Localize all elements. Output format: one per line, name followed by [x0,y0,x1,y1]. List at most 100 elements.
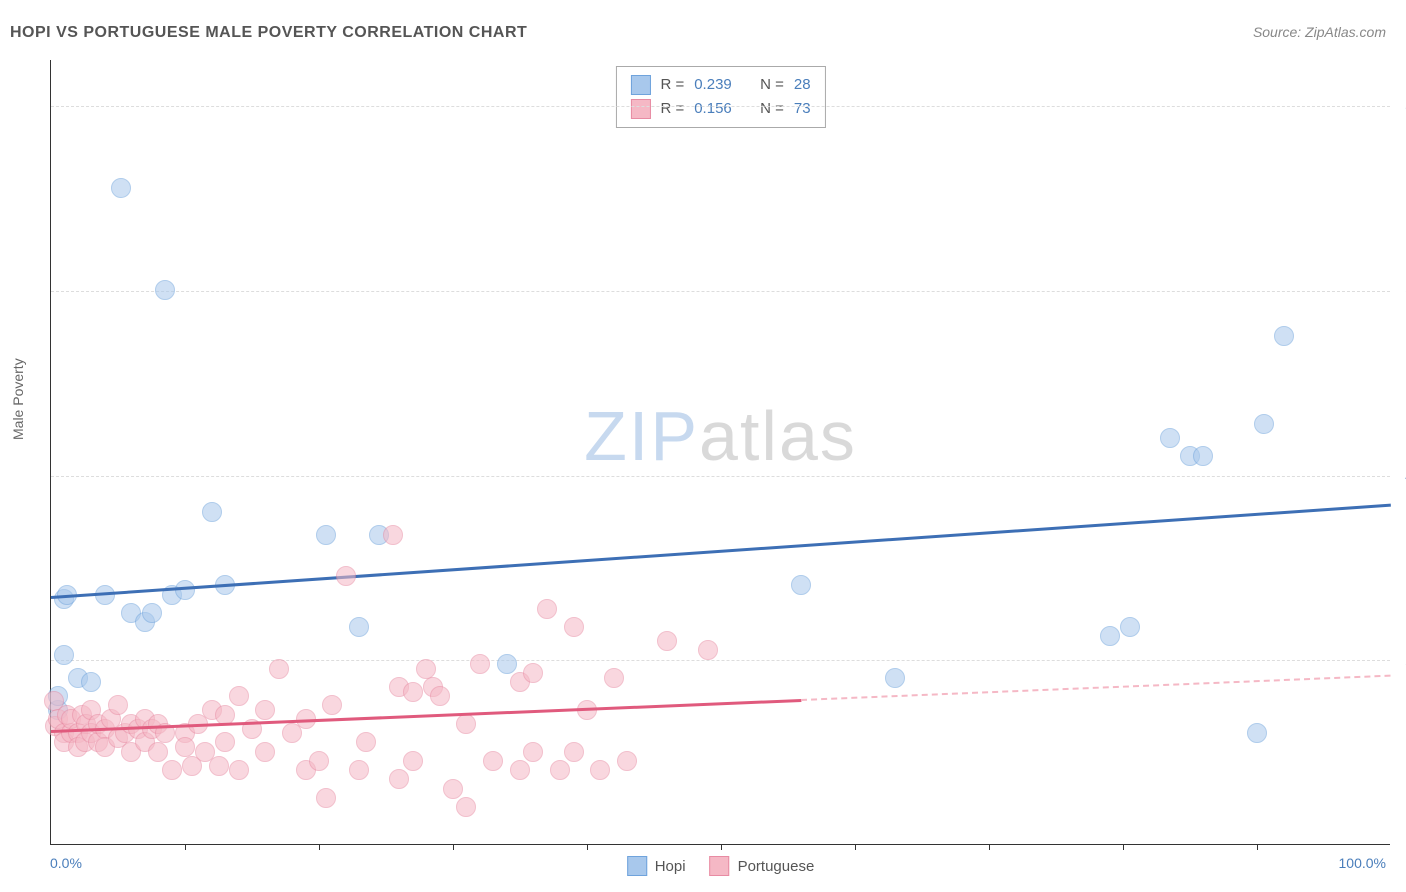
watermark-atlas: atlas [699,397,857,475]
x-tick [319,844,320,850]
x-tick [587,844,588,850]
scatter-point [1120,617,1140,637]
x-axis-max-label: 100.0% [1339,855,1386,871]
scatter-point [791,575,811,595]
y-tick-label: 20.0% [1395,652,1406,668]
r-value: 0.239 [694,73,732,97]
gridline [51,476,1390,477]
scatter-point [604,668,624,688]
scatter-point [255,700,275,720]
watermark-zip: ZIP [584,397,699,475]
scatter-point [497,654,517,674]
legend-swatch [627,856,647,876]
legend-swatch [630,99,650,119]
scatter-point [550,760,570,780]
scatter-point [209,756,229,776]
gridline [51,660,1390,661]
n-label: N = [760,97,784,121]
y-tick-label: 40.0% [1395,468,1406,484]
scatter-point [322,695,342,715]
legend-item: Portuguese [710,856,815,876]
scatter-point [456,797,476,817]
scatter-point [430,686,450,706]
x-axis-min-label: 0.0% [50,855,82,871]
scatter-point [111,178,131,198]
stats-row: R = 0.156 N = 73 [630,97,810,121]
chart-container: HOPI VS PORTUGUESE MALE POVERTY CORRELAT… [0,0,1406,892]
scatter-point [403,682,423,702]
r-value: 0.156 [694,97,732,121]
chart-title: HOPI VS PORTUGUESE MALE POVERTY CORRELAT… [10,24,527,42]
scatter-point [1254,414,1274,434]
legend-swatch [710,856,730,876]
bottom-legend: Hopi Portuguese [627,856,815,876]
x-tick [855,844,856,850]
gridline [51,106,1390,107]
scatter-point [316,525,336,545]
legend-label: Portuguese [738,858,815,875]
scatter-point [564,617,584,637]
r-label: R = [660,97,684,121]
scatter-point [564,742,584,762]
y-axis-label: Male Poverty [10,358,26,440]
scatter-point [316,788,336,808]
scatter-point [470,654,490,674]
x-tick [989,844,990,850]
scatter-point [389,769,409,789]
gridline [51,291,1390,292]
scatter-point [590,760,610,780]
scatter-point [657,631,677,651]
scatter-point [255,742,275,762]
scatter-point [336,566,356,586]
source-attribution: Source: ZipAtlas.com [1253,24,1386,40]
scatter-point [162,760,182,780]
y-tick-label: 60.0% [1395,283,1406,299]
scatter-point [698,640,718,660]
scatter-point [229,760,249,780]
scatter-point [215,732,235,752]
correlation-stats-box: R = 0.239 N = 28R = 0.156 N = 73 [615,66,825,128]
stats-row: R = 0.239 N = 28 [630,73,810,97]
scatter-point [1100,626,1120,646]
scatter-point [349,760,369,780]
n-value: 28 [794,73,811,97]
scatter-point [269,659,289,679]
r-label: R = [660,73,684,97]
scatter-point [1160,428,1180,448]
watermark: ZIPatlas [584,396,857,476]
scatter-point [142,603,162,623]
scatter-point [617,751,637,771]
trend-line [51,503,1391,598]
x-tick [721,844,722,850]
scatter-point [537,599,557,619]
scatter-point [349,617,369,637]
x-tick [185,844,186,850]
scatter-point [1274,326,1294,346]
scatter-point [383,525,403,545]
scatter-point [416,659,436,679]
scatter-point [1193,446,1213,466]
scatter-point [202,502,222,522]
scatter-point [81,672,101,692]
scatter-point [148,742,168,762]
scatter-point [456,714,476,734]
y-tick-label: 80.0% [1395,98,1406,114]
scatter-point [523,742,543,762]
scatter-point [309,751,329,771]
x-tick [453,844,454,850]
x-tick [1257,844,1258,850]
plot-area: ZIPatlas R = 0.239 N = 28R = 0.156 N = 7… [50,60,1390,845]
n-value: 73 [794,97,811,121]
scatter-point [175,737,195,757]
scatter-point [108,695,128,715]
scatter-point [403,751,423,771]
legend-item: Hopi [627,856,686,876]
scatter-point [523,663,543,683]
x-tick [1123,844,1124,850]
scatter-point [885,668,905,688]
legend-label: Hopi [655,858,686,875]
n-label: N = [760,73,784,97]
scatter-point [443,779,463,799]
scatter-point [229,686,249,706]
scatter-point [155,280,175,300]
